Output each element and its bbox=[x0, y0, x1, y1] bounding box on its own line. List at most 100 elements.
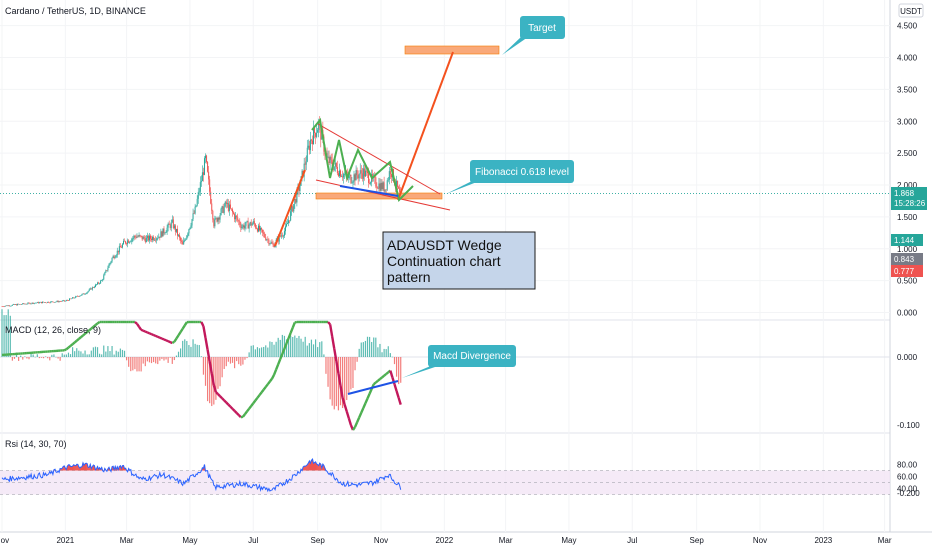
target-callout[interactable]: Target bbox=[502, 16, 565, 55]
price-tick-label: 0.500 bbox=[897, 277, 918, 286]
candle-body bbox=[95, 284, 97, 285]
macd-line-segment bbox=[366, 393, 371, 399]
candle-body bbox=[3, 306, 5, 308]
candle-body bbox=[232, 209, 234, 213]
macd-histogram-bar bbox=[263, 346, 265, 357]
candle-body bbox=[98, 282, 100, 284]
macd-line-segment bbox=[360, 407, 365, 414]
candle-body bbox=[25, 303, 27, 305]
candle-body bbox=[183, 240, 185, 245]
candle-body bbox=[154, 239, 156, 241]
price-axis: 0.000 0.500 1.000 1.500 2.000 2.500 3.000 3.500… bbox=[897, 22, 920, 498]
candle-body bbox=[139, 235, 141, 236]
candle-body bbox=[116, 250, 118, 256]
countdown: 15:28:26 bbox=[894, 199, 926, 208]
candle-body bbox=[112, 256, 114, 258]
candle-body bbox=[284, 226, 286, 232]
macd-histogram-bar bbox=[364, 340, 367, 357]
candle-body bbox=[179, 234, 181, 238]
macd-histogram-bar bbox=[368, 336, 371, 357]
candle-body bbox=[190, 225, 192, 228]
macd-histogram-bar bbox=[217, 357, 219, 389]
macd-line-segment bbox=[262, 386, 267, 391]
time-tick-label: 2022 bbox=[435, 536, 453, 545]
macd-line-segment bbox=[212, 384, 218, 393]
macd-histogram-bar bbox=[61, 353, 63, 357]
candle-body bbox=[23, 303, 25, 304]
fibonacci-callout[interactable]: Fibonacci 0.618 level bbox=[446, 160, 574, 194]
macd-histogram-bar bbox=[142, 357, 144, 364]
macd-divergence-callout[interactable]: Macd Divergence bbox=[402, 345, 516, 378]
macd-histogram-bar bbox=[186, 340, 188, 357]
macd-histogram-bar bbox=[246, 357, 248, 359]
candle-body bbox=[17, 303, 19, 306]
candle-body bbox=[383, 182, 385, 192]
macd-line-segment bbox=[248, 405, 253, 410]
candle-body bbox=[248, 224, 250, 229]
candle-body bbox=[364, 170, 366, 177]
last-price-badge: 1.868 15:28:26 bbox=[891, 187, 927, 210]
macd-histogram-bar bbox=[267, 347, 269, 357]
candle-body bbox=[120, 247, 122, 248]
macd-line-segment bbox=[159, 336, 163, 340]
candle-body bbox=[313, 127, 315, 145]
candle-body bbox=[55, 301, 57, 303]
candle-body bbox=[243, 225, 245, 229]
candle-body bbox=[4, 305, 6, 307]
candle-body bbox=[256, 228, 258, 232]
candle-body bbox=[2, 306, 4, 307]
candle-body bbox=[94, 284, 96, 288]
candle-body bbox=[188, 229, 190, 234]
candle-body bbox=[293, 204, 295, 212]
macd-histogram-bar bbox=[150, 357, 153, 364]
candle-body bbox=[203, 158, 205, 175]
macd-histogram-bar bbox=[356, 357, 358, 362]
candle-body bbox=[198, 191, 200, 193]
price-tick-label: 3.000 bbox=[897, 117, 918, 126]
macd-histogram-bar bbox=[300, 338, 302, 357]
macd-histogram-bar bbox=[225, 357, 227, 367]
time-axis: Nov 2021 Mar May Jul Sep Nov 2022 Mar May Jul Sep No… bbox=[0, 536, 892, 545]
candle-body bbox=[330, 156, 332, 160]
candle-body bbox=[271, 242, 273, 244]
macd-histogram-bar bbox=[398, 357, 400, 385]
candle-body bbox=[167, 223, 169, 228]
macd-line-segment bbox=[379, 376, 383, 381]
macd-histogram-bar bbox=[82, 353, 84, 357]
macd-line-segment bbox=[200, 321, 205, 327]
macd-histogram-bar bbox=[80, 351, 82, 357]
macd-line-segment bbox=[279, 353, 284, 360]
candle-body bbox=[399, 188, 401, 193]
candle-body bbox=[273, 244, 275, 248]
candle-body bbox=[200, 181, 202, 183]
macd-histogram-bar bbox=[385, 349, 387, 357]
candle-body bbox=[83, 293, 85, 295]
candle-body bbox=[240, 225, 242, 229]
pattern-note[interactable]: ADAUSDT Wedge Continuation chart pattern bbox=[382, 231, 536, 290]
macd-histogram-bar bbox=[126, 357, 128, 361]
candle-body bbox=[80, 295, 82, 296]
candle-body bbox=[288, 220, 290, 224]
candle-body bbox=[140, 235, 142, 237]
macd-histogram-bar bbox=[134, 357, 136, 370]
macd-histogram-bar bbox=[182, 340, 184, 357]
macd-histogram-bar bbox=[294, 335, 296, 357]
candle-body bbox=[166, 227, 168, 233]
candle-body bbox=[363, 168, 365, 177]
macd-line-segment bbox=[165, 339, 169, 343]
candle-body bbox=[360, 170, 362, 174]
candle-body bbox=[357, 175, 359, 179]
macd-panel bbox=[0, 309, 890, 431]
macd-histogram-bar bbox=[24, 356, 26, 357]
candle-body bbox=[234, 213, 236, 220]
macd-histogram-bar bbox=[381, 352, 383, 357]
macd-line-segment bbox=[223, 399, 228, 404]
currency-badge-bg[interactable] bbox=[898, 3, 924, 18]
macd-histogram-bar bbox=[400, 357, 402, 383]
macd-histogram-bar bbox=[76, 348, 78, 357]
macd-histogram-bar bbox=[331, 357, 333, 406]
macd-histogram-bar bbox=[92, 347, 94, 357]
candle-body bbox=[304, 163, 306, 165]
macd-histogram-bar bbox=[290, 335, 292, 357]
